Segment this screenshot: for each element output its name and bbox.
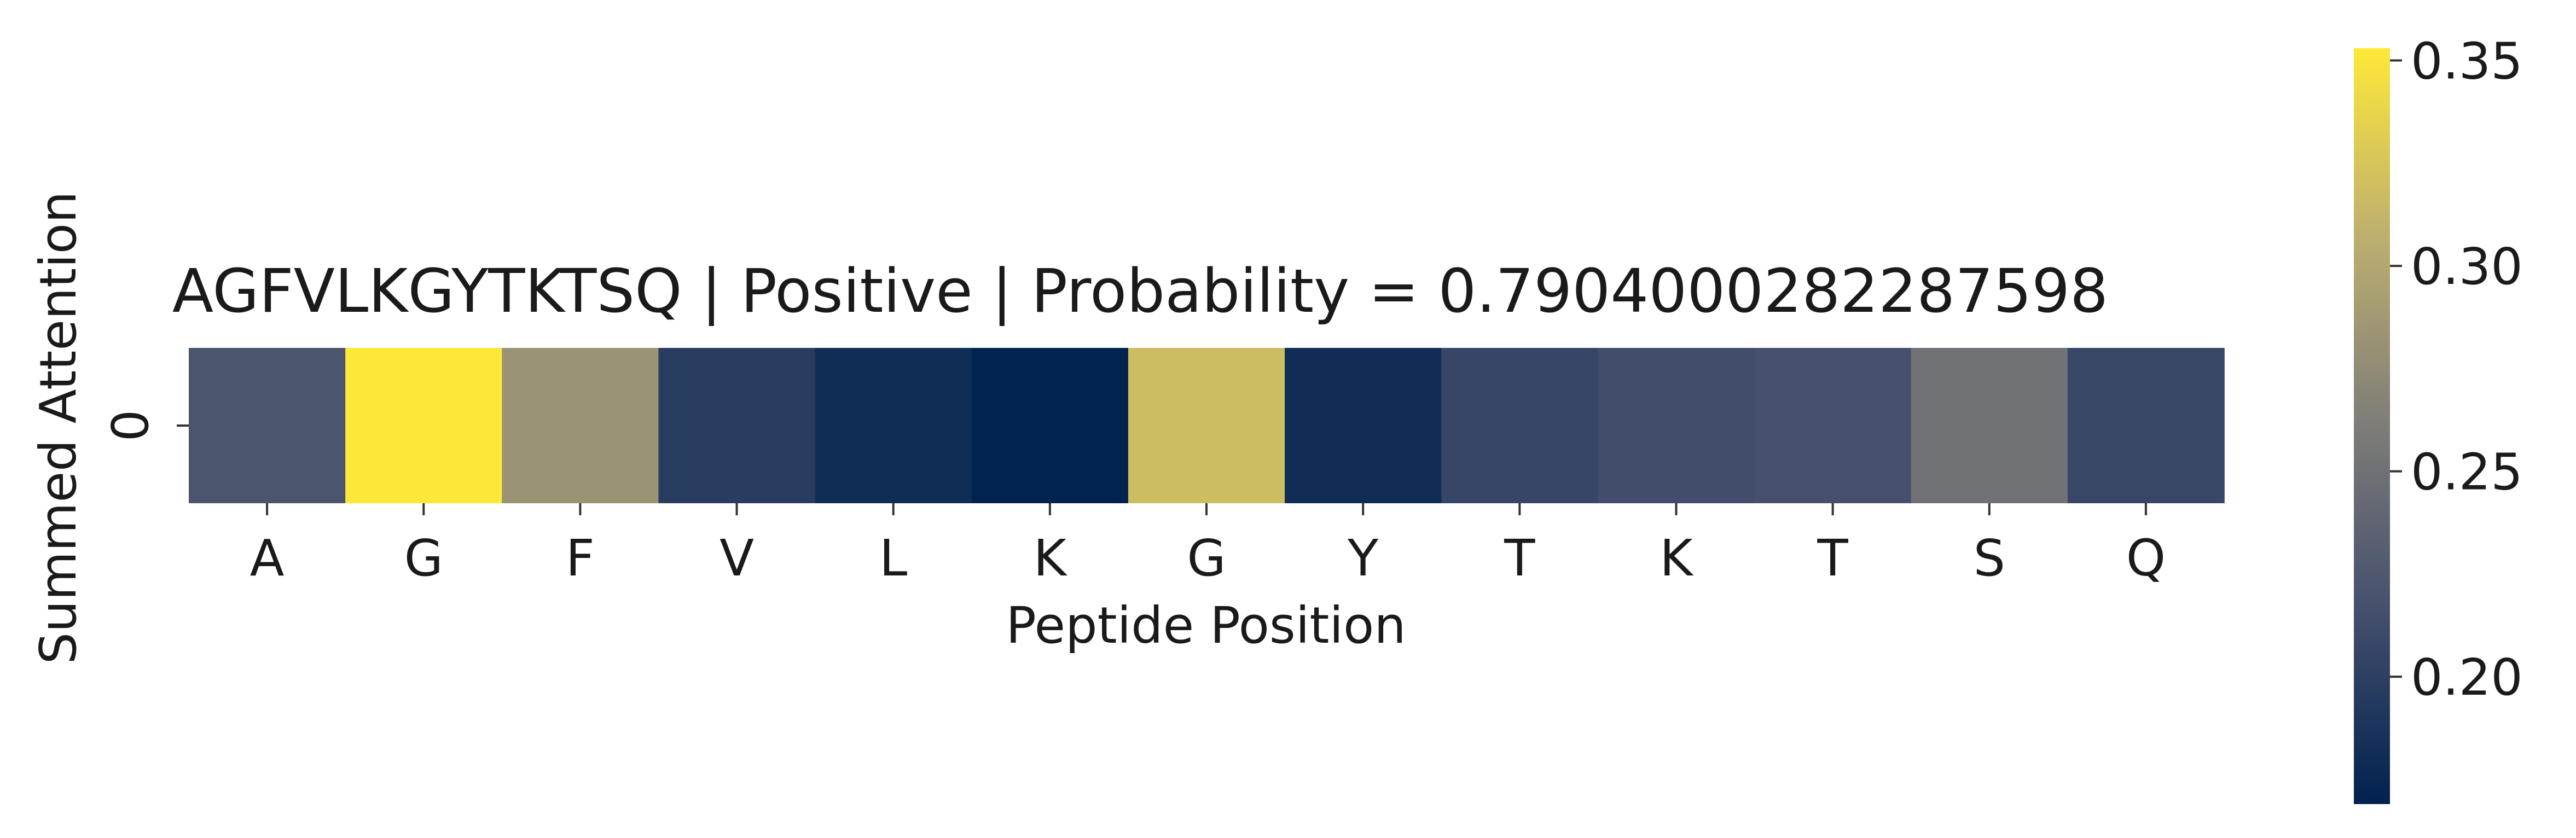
heatmap-cells — [189, 348, 2225, 503]
colorbar-tick-label: 0.35 — [2411, 32, 2523, 91]
heatmap-cell — [1441, 348, 1599, 503]
heatmap-cell — [2067, 348, 2225, 503]
heatmap-cell — [658, 348, 816, 503]
heatmap-cell — [1598, 348, 1755, 503]
heatmap-cell — [345, 348, 503, 503]
colorbar-tick-label: 0.30 — [2411, 237, 2523, 296]
y-tick-label: 0 — [101, 410, 160, 442]
heatmap-cell — [1911, 348, 2068, 503]
heatmap-cell — [815, 348, 972, 503]
heatmap-cell — [1285, 348, 1442, 503]
colorbar-ticks: 0.20 0.25 0.30 0.35 — [2390, 32, 2523, 707]
x-tick-label: V — [720, 529, 754, 587]
heatmap-cell — [1128, 348, 1285, 503]
x-tick-label: Y — [1347, 529, 1379, 587]
x-tick-label: Q — [2126, 529, 2166, 587]
heatmap-cell — [1754, 348, 1912, 503]
chart-title: AGFVLKGYTKTSQ | Positive | Probability =… — [172, 256, 2108, 327]
colorbar-tick-label: 0.25 — [2411, 443, 2523, 502]
colorbar — [2354, 48, 2390, 804]
x-tick-label: S — [1974, 529, 2005, 587]
y-axis-ticks: 0 — [101, 410, 189, 442]
x-tick-label: F — [566, 529, 595, 587]
y-axis-label: Summed Attention — [29, 191, 88, 665]
x-tick-label: T — [1817, 529, 1849, 587]
x-tick-label: K — [1660, 529, 1694, 587]
x-tick-label: A — [250, 529, 285, 587]
x-tick-label: K — [1034, 529, 1068, 587]
heatmap-cell — [971, 348, 1129, 503]
x-tick-label: G — [404, 529, 443, 587]
colorbar-tick-label: 0.20 — [2411, 648, 2523, 707]
x-axis-label: Peptide Position — [1006, 596, 1406, 655]
x-tick-label: G — [1187, 529, 1226, 587]
heatmap-cell — [189, 348, 346, 503]
x-tick-label: T — [1504, 529, 1535, 587]
heatmap-cell — [502, 348, 659, 503]
x-tick-label: L — [879, 529, 907, 587]
